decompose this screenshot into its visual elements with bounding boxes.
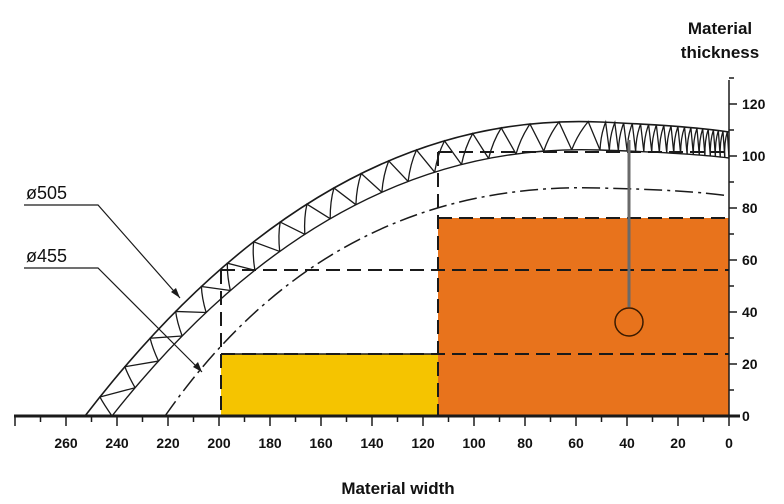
y-axis-title-line2: thickness [681,43,759,62]
inner-blade-arc [164,187,730,417]
arrow-505 [171,288,180,298]
saw-tooth [723,131,730,159]
saw-tooth [704,129,711,157]
saw-tooth [686,127,694,155]
y-tick-label: 20 [742,356,758,372]
label-455: ø455 [26,246,67,266]
saw-tooth [709,129,717,157]
label-505: ø505 [26,183,67,203]
orange-capacity-region [438,218,729,416]
saw-tooth [434,139,463,173]
leader-505 [24,204,181,299]
y-tick-label: 40 [742,304,758,320]
saw-tooth [98,387,136,417]
saw-tooth [252,240,280,271]
x-tick-label: 0 [725,435,733,451]
x-tick-label: 80 [517,435,533,451]
y-tick-label: 80 [742,200,758,216]
y-tick-label: 60 [742,252,758,268]
saw-tooth [381,159,409,193]
saw-tooth [149,335,183,362]
x-tick-label: 240 [105,435,129,451]
saw-tooth [626,123,637,152]
saw-tooth [303,203,331,235]
saw-tooth [407,148,436,182]
saw-tooth [658,125,668,153]
saw-tooth [329,186,357,219]
saw-teeth [98,119,730,417]
diameter-leaders [24,204,203,373]
saw-tooth [226,262,256,291]
saw-tooth [124,360,159,389]
leader-455 [24,267,203,373]
saw-tooth [543,120,573,152]
saw-tooth [719,130,726,158]
saw-tooth [608,120,620,151]
x-axis-title: Material width [341,479,454,498]
saw-tooth [617,122,628,152]
saw-tooth [515,122,545,155]
saw-tooth [643,124,653,153]
y-tick-label: 120 [742,96,766,112]
x-tick-label: 200 [207,435,231,451]
arrow-455 [193,362,202,372]
y-tick-label: 100 [742,148,766,164]
x-tick-label: 60 [568,435,584,451]
y-tick-label: 0 [742,408,750,424]
x-tick-label: 220 [156,435,180,451]
saw-tooth [355,172,383,205]
saw-tooth [174,310,207,337]
x-tick-label: 160 [309,435,333,451]
saw-tooth [571,120,601,151]
x-axis-tick-labels: 260 240 220 200 180 160 140 120 100 80 60 40 20 0 [54,435,733,451]
x-tick-label: 260 [54,435,78,451]
x-tick-label: 180 [258,435,282,451]
x-axis-ticks [14,416,730,426]
saw-tooth [599,119,610,151]
saw-tooth [487,126,517,159]
saw-tooth [673,126,682,154]
hub-circle [614,307,644,337]
saw-tooth [666,125,675,154]
saw-tooth [714,130,721,158]
saw-tooth [278,221,306,252]
saw-tooth [460,132,490,165]
yellow-capacity-region [221,354,438,416]
x-tick-label: 140 [360,435,384,451]
saw-tooth [651,124,661,153]
x-tick-label: 120 [411,435,435,451]
x-tick-label: 100 [462,435,486,451]
saw-tooth [679,126,688,155]
saw-tooth [200,285,231,313]
y-axis-ticks [729,77,737,417]
y-axis-title-line1: Material [688,19,752,38]
saw-tooth [634,123,645,152]
y-axis-tick-labels: 0 20 40 60 80 100 120 [742,96,766,424]
x-tick-label: 20 [670,435,686,451]
x-tick-label: 40 [619,435,635,451]
leader-arrows [171,288,202,372]
outer-blade-arc-inner [111,148,730,417]
